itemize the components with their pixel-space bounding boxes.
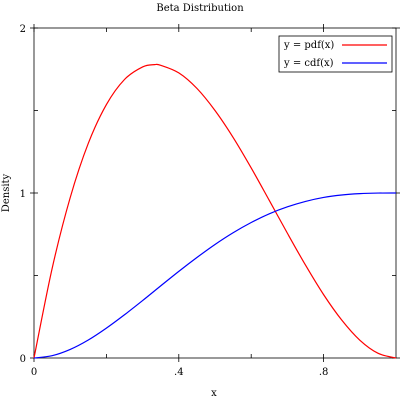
y-tick-label: 1: [20, 189, 26, 200]
plot-frame: [33, 27, 397, 359]
y-tick-label: 0: [20, 354, 26, 365]
pdf-curve: [33, 63, 397, 359]
chart-title: Beta Distribution: [156, 3, 244, 14]
series-lines: [33, 63, 397, 359]
x-tick-label: 0: [31, 367, 37, 378]
legend-label-pdf: y = pdf(x): [283, 40, 334, 51]
x-tick-label: .4: [174, 367, 184, 378]
axis-ticks: 0 .4 .8 0 1 2: [20, 24, 400, 378]
y-axis-label: Density: [1, 173, 12, 212]
x-axis-label: x: [211, 388, 217, 399]
x-tick-label: .8: [319, 367, 329, 378]
y-tick-label: 2: [20, 24, 26, 35]
legend-box: [278, 35, 393, 73]
cdf-curve: [33, 192, 397, 359]
legend: y = pdf(x) y = cdf(x): [278, 35, 393, 73]
legend-label-cdf: y = cdf(x): [283, 58, 334, 69]
